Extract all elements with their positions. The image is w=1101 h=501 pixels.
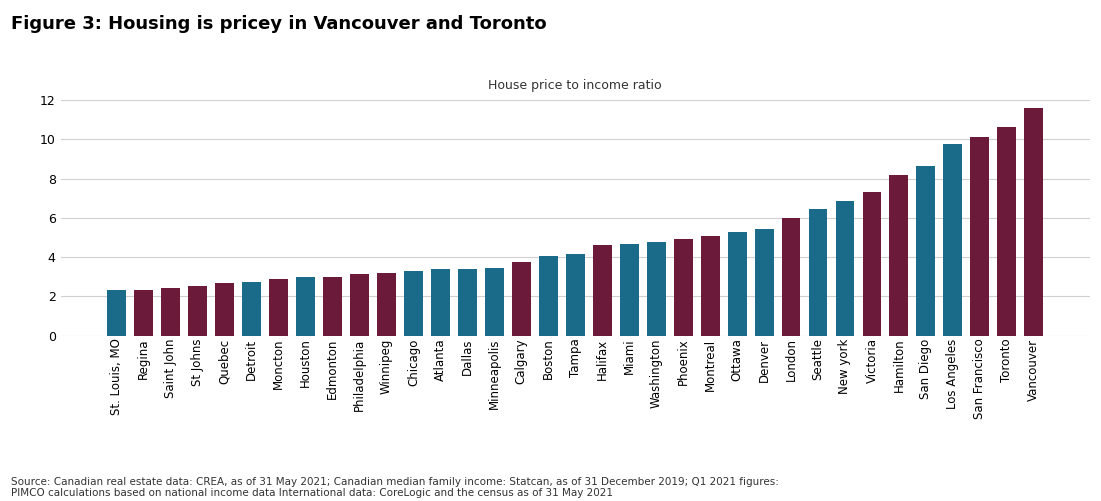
Bar <box>700 235 720 336</box>
Bar <box>242 282 261 336</box>
Text: Source: Canadian real estate data: CREA, as of 31 May 2021; Canadian median fami: Source: Canadian real estate data: CREA,… <box>11 477 778 498</box>
Bar <box>484 268 504 336</box>
Bar <box>646 242 666 336</box>
Bar <box>458 269 477 336</box>
Bar <box>970 137 990 336</box>
Bar <box>782 218 800 336</box>
Bar <box>215 283 235 336</box>
Bar <box>620 244 639 336</box>
Bar <box>808 209 828 336</box>
Title: House price to income ratio: House price to income ratio <box>489 79 662 92</box>
Bar <box>674 238 693 336</box>
Bar <box>404 271 423 336</box>
Bar <box>377 273 396 336</box>
Bar <box>134 290 153 336</box>
Bar <box>350 274 369 336</box>
Bar <box>890 175 908 336</box>
Bar <box>916 166 936 336</box>
Bar <box>998 127 1016 336</box>
Bar <box>296 277 315 336</box>
Bar <box>566 254 585 336</box>
Bar <box>538 256 558 336</box>
Bar <box>754 229 774 336</box>
Bar <box>836 201 854 336</box>
Bar <box>323 277 342 336</box>
Bar <box>161 288 181 336</box>
Bar <box>1024 108 1043 336</box>
Bar <box>728 231 746 336</box>
Bar <box>944 144 962 336</box>
Bar <box>430 269 450 336</box>
Bar <box>108 290 127 336</box>
Bar <box>269 279 288 336</box>
Bar <box>188 286 207 336</box>
Text: Figure 3: Housing is pricey in Vancouver and Toronto: Figure 3: Housing is pricey in Vancouver… <box>11 15 546 33</box>
Bar <box>862 192 882 336</box>
Bar <box>592 245 612 336</box>
Bar <box>512 262 531 336</box>
